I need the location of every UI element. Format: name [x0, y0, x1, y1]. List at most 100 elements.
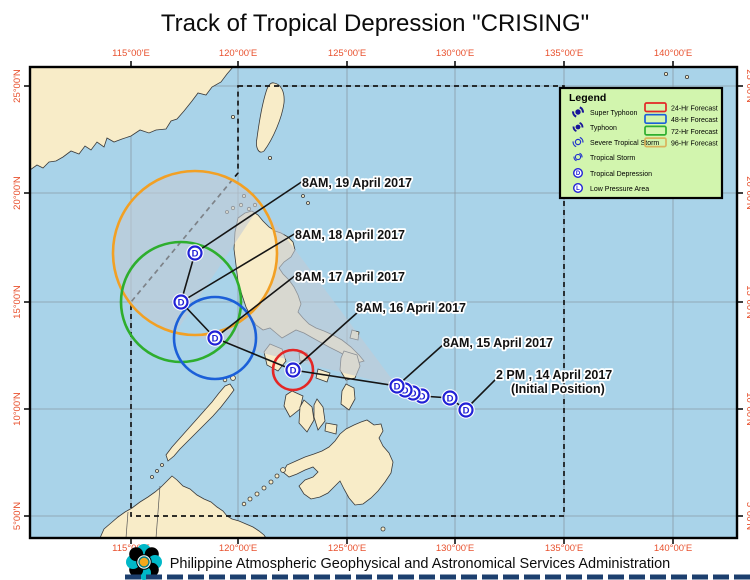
svg-text:D: D [419, 391, 426, 402]
tropical-depression-marker: D [284, 361, 302, 379]
footer-agency-name: Philippine Atmospheric Geophysical and A… [170, 556, 671, 572]
tropical-depression-marker: D [172, 293, 190, 311]
legend-label: 96-Hr Forecast [671, 141, 718, 148]
tropical-storm-icon [573, 152, 583, 162]
lon-tick-label: 115°00'E [112, 48, 150, 59]
legend-label: 48-Hr Forecast [671, 117, 718, 124]
legend-title: Legend [569, 92, 606, 104]
legend-box [558, 86, 724, 200]
page-title: Track of Tropical Depression "CRISING" [161, 10, 589, 37]
svg-text:L: L [576, 186, 580, 192]
lon-tick-label: 120°00'E [219, 543, 257, 554]
svg-text:D: D [402, 385, 409, 396]
lon-tick-label: 130°00'E [436, 543, 474, 554]
lon-tick-label: 135°00'E [545, 543, 583, 554]
lat-tick-label: 25°00'N [744, 69, 750, 103]
land-leyte [340, 383, 356, 411]
forecast-circle-24hr [271, 348, 315, 392]
land-panay [283, 390, 304, 418]
lat-tick-label: 15°00'N [12, 285, 23, 319]
forecast-swatch-72hr [644, 125, 667, 136]
svg-text:D: D [178, 297, 185, 308]
legend-label: Tropical Storm [590, 155, 635, 162]
track-markers: D D D D D D D [172, 244, 475, 419]
legend-label: Super Typhoon [590, 110, 637, 117]
tropical-depression-icon: D [572, 167, 584, 179]
latitude-labels-right: 25°00'N 20°00'N 15°00'N 10°00'N 5°00'N [744, 69, 750, 530]
forecast-swatch-24hr [644, 102, 667, 113]
typhoon-icon [572, 121, 584, 133]
low-pressure-area-icon: L [572, 182, 584, 194]
lat-tick-label: 15°00'N [744, 285, 750, 319]
svg-text:D: D [394, 381, 401, 392]
severe-tropical-storm-icon [572, 136, 584, 148]
lat-tick-label: 10°00'N [744, 392, 750, 426]
legend-label: Typhoon [590, 125, 617, 132]
lon-tick-label: 125°00'E [328, 543, 366, 554]
svg-text:D: D [463, 405, 470, 416]
lat-tick-label: 5°00'N [12, 502, 23, 530]
land-palawan [165, 383, 235, 462]
longitude-labels-bottom: 115°00'E 120°00'E 125°00'E 130°00'E 135°… [112, 543, 692, 554]
legend-label: Low Pressure Area [590, 186, 649, 193]
track-date-labels: 8AM, 19 April 2017 8AM, 18 April 2017 8A… [293, 174, 614, 397]
svg-text:D: D [410, 388, 417, 399]
svg-text:D: D [212, 333, 219, 344]
svg-text:D: D [447, 393, 454, 404]
super-typhoon-icon [572, 106, 584, 118]
legend: Legend Super Typhoon Typhoon Severe Trop… [558, 86, 724, 200]
land-china-coast [30, 67, 234, 171]
land-cebu [313, 398, 326, 431]
svg-text:D: D [290, 365, 297, 376]
forecast-swatch-48hr [644, 113, 667, 125]
tropical-depression-marker: D [457, 401, 475, 419]
tropical-depression-marker: D [441, 389, 459, 407]
tropical-depression-marker: D [186, 244, 204, 262]
legend-label: Tropical Depression [590, 171, 652, 178]
label-18-april: 8AM, 18 April 2017 [295, 228, 405, 242]
forecast-cone [112, 170, 397, 386]
label-19-april: 8AM, 19 April 2017 [302, 176, 412, 190]
land-taiwan [256, 82, 285, 153]
lat-tick-label: 20°00'N [744, 176, 750, 210]
lon-tick-label: 130°00'E [436, 48, 474, 59]
lon-tick-label: 115°00'E [112, 543, 150, 554]
map-content: D D D D D D D [30, 67, 737, 538]
legend-label: 24-Hr Forecast [671, 106, 718, 113]
longitude-labels-top: 115°00'E 120°00'E 125°00'E 130°00'E 135°… [112, 48, 692, 59]
forecast-circle-48hr [172, 295, 258, 381]
latitude-labels-left: 25°00'N 20°00'N 15°00'N 10°00'N 5°00'N [12, 69, 23, 530]
border-ticks [24, 61, 743, 544]
legend-label: Severe Tropical Storm [590, 140, 659, 147]
lat-tick-label: 20°00'N [12, 176, 23, 210]
label-initial-position: (Initial Position) [511, 382, 605, 396]
land-negros [298, 399, 315, 433]
lat-tick-label: 25°00'N [12, 69, 23, 103]
par-boundary [130, 85, 565, 517]
forecast-circle-96hr [111, 169, 279, 337]
svg-text:D: D [192, 248, 199, 259]
pagasa-logo [126, 544, 162, 580]
legend-label: 72-Hr Forecast [671, 129, 718, 136]
forecast-swatch-96hr [644, 137, 667, 148]
label-17-april: 8AM, 17 April 2017 [295, 270, 405, 284]
tropical-depression-marker: D [206, 329, 224, 347]
land-borneo [99, 475, 267, 538]
label-15-april: 8AM, 15 April 2017 [443, 336, 553, 350]
lon-tick-label: 140°00'E [654, 48, 692, 59]
land-mindanao [282, 419, 394, 506]
svg-text:D: D [576, 171, 581, 177]
lon-tick-label: 120°00'E [219, 48, 257, 59]
lon-tick-label: 140°00'E [654, 543, 692, 554]
land-masbate [315, 368, 331, 383]
lon-tick-label: 125°00'E [328, 48, 366, 59]
label-14-april: 2 PM , 14 April 2017 [496, 368, 612, 382]
tropical-depression-marker: D [388, 377, 406, 395]
lat-tick-label: 5°00'N [744, 502, 750, 530]
land-bohol [324, 422, 338, 435]
label-16-april: 8AM, 16 April 2017 [356, 301, 466, 315]
lat-tick-label: 10°00'N [12, 392, 23, 426]
lon-tick-label: 135°00'E [545, 48, 583, 59]
